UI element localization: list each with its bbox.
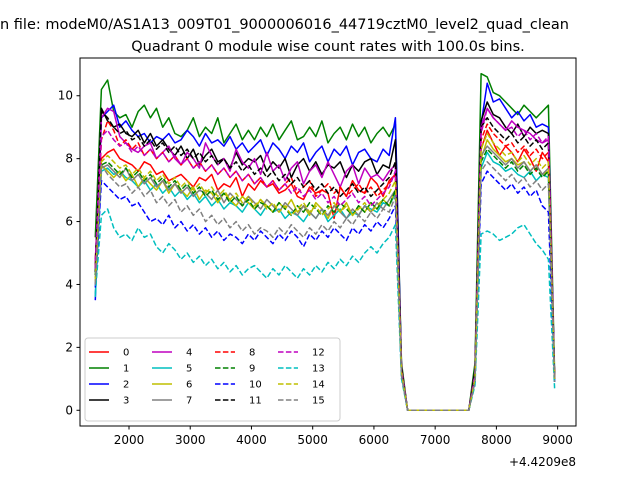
x-tick-label: 5000 — [297, 433, 328, 447]
x-tick-label: 3000 — [175, 433, 206, 447]
legend-label-5: 5 — [186, 364, 192, 375]
figure-suptitle: n file: modeM0/AS1A13_009T01_9000006016_… — [0, 17, 569, 33]
y-tick-label: 6 — [65, 215, 73, 229]
y-tick-label: 10 — [58, 89, 73, 103]
legend-frame — [84, 337, 341, 422]
x-tick-label: 4000 — [236, 433, 267, 447]
legend-label-0: 0 — [123, 348, 129, 359]
y-axis: 0 2 4 6 8 10 — [58, 89, 80, 417]
chart-title: Quadrant 0 module wise count rates with … — [131, 39, 525, 55]
legend-label-13: 13 — [312, 364, 325, 375]
y-tick-label: 4 — [65, 277, 73, 291]
x-tick-label: 2000 — [114, 433, 145, 447]
legend-label-8: 8 — [249, 348, 255, 359]
legend-label-3: 3 — [123, 396, 129, 407]
legend-label-15: 15 — [312, 396, 325, 407]
legend-label-4: 4 — [186, 348, 192, 359]
legend-label-7: 7 — [186, 396, 192, 407]
legend-label-9: 9 — [249, 364, 255, 375]
y-tick-label: 8 — [65, 152, 73, 166]
y-tick-label: 2 — [65, 340, 73, 354]
x-tick-label: 8000 — [481, 433, 512, 447]
series-line-14 — [94, 132, 556, 412]
legend-label-12: 12 — [312, 348, 325, 359]
legend-label-2: 2 — [123, 380, 129, 391]
x-axis: 2000 3000 4000 5000 6000 7000 8000 9000 — [114, 426, 573, 447]
plot-frame — [79, 57, 577, 427]
x-tick-label: 6000 — [359, 433, 390, 447]
y-tick-label: 0 — [65, 403, 73, 417]
series-line-15 — [94, 161, 556, 412]
legend-label-6: 6 — [186, 380, 192, 391]
x-tick-label: 7000 — [420, 433, 451, 447]
legend-label-14: 14 — [312, 380, 325, 391]
legend-label-1: 1 — [123, 364, 129, 375]
x-offset-label: +4.4209e8 — [509, 455, 576, 469]
legend-label-11: 11 — [249, 396, 262, 407]
series-layer — [94, 72, 556, 412]
x-tick-label: 9000 — [542, 433, 573, 447]
legend-label-10: 10 — [249, 380, 262, 391]
